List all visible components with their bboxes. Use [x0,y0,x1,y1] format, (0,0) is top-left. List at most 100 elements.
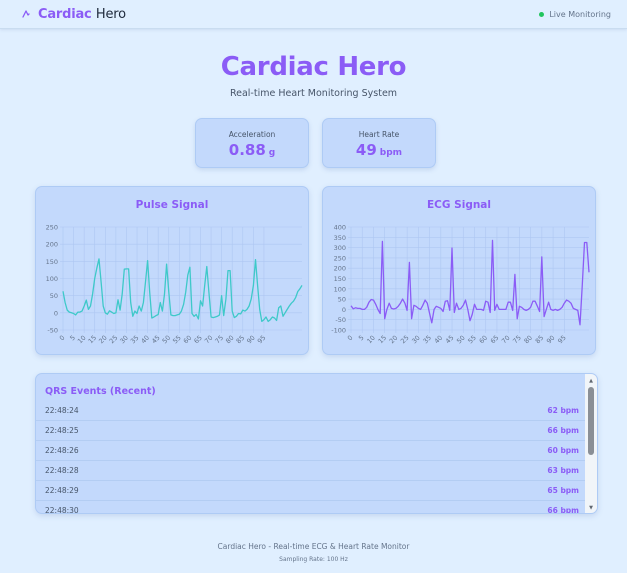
qrs-title: QRS Events (Recent) [45,386,156,397]
svg-text:45: 45 [150,334,162,346]
scroll-down-arrow-icon[interactable]: ▼ [589,505,593,511]
svg-text:0: 0 [342,306,346,314]
svg-text:150: 150 [46,258,58,266]
scroll-thumb[interactable] [588,387,594,455]
svg-text:10: 10 [365,334,377,346]
svg-text:-50: -50 [335,316,346,324]
svg-text:85: 85 [235,334,247,346]
svg-text:20: 20 [388,334,400,346]
status-dot-icon [539,11,545,17]
qrs-event-bpm: 60 bpm [547,446,579,455]
qrs-event-row: 22:48:25 66 bpm [36,421,587,441]
qrs-event-row: 22:48:24 62 bpm [36,401,587,421]
qrs-event-bpm: 65 bpm [547,486,579,495]
svg-text:55: 55 [466,334,478,346]
qrs-event-time: 22:48:30 [45,506,79,514]
svg-text:65: 65 [192,334,204,346]
svg-text:35: 35 [129,334,141,346]
acceleration-value: 0.88 [228,141,266,159]
svg-text:250: 250 [46,224,58,232]
svg-text:80: 80 [224,334,236,346]
qrs-event-row: 22:48:30 66 bpm [36,501,587,514]
footer-text: Cardiac Hero - Real-time ECG & Heart Rat… [217,542,410,551]
qrs-event-row: 22:48:29 65 bpm [36,481,587,501]
svg-text:0: 0 [54,309,58,317]
svg-text:80: 80 [523,334,535,346]
qrs-event-bpm: 63 bpm [547,466,579,475]
qrs-event-bpm: 66 bpm [547,506,579,514]
metric-unit: g [268,148,276,158]
svg-text:40: 40 [433,334,445,346]
live-status: Live Monitoring [539,10,611,19]
svg-text:-50: -50 [47,327,58,335]
svg-text:200: 200 [46,241,58,249]
pulse-chart-card: Pulse Signal 250 200 150 100 50 0 -50 0 5 10 15 20 2… [35,186,309,355]
svg-text:50: 50 [50,292,58,300]
qrs-event-row: 22:48:26 60 bpm [36,441,587,461]
svg-text:300: 300 [334,244,346,252]
acceleration-card: Acceleration 0.88 g [195,118,309,168]
status-label: Live Monitoring [549,9,611,19]
svg-text:0: 0 [346,334,355,343]
svg-text:95: 95 [556,334,568,346]
qrs-list: 22:48:24 62 bpm 22:48:25 66 bpm 22:48:26 60 b… [36,401,587,514]
svg-text:50: 50 [161,334,173,346]
heart-rate-value: 49 [355,141,377,159]
qrs-event-time: 22:48:26 [45,446,79,455]
qrs-event-row: 22:48:28 63 bpm [36,461,587,481]
svg-text:15: 15 [87,334,99,346]
svg-text:15: 15 [377,334,389,346]
metric-value: 0.88 g [196,141,308,159]
svg-text:75: 75 [214,334,226,346]
qrs-event-time: 22:48:28 [45,466,79,475]
svg-text:90: 90 [245,334,257,346]
qrs-event-bpm: 62 bpm [547,406,579,415]
chart-title: Pulse Signal [135,199,209,211]
svg-text:55: 55 [171,334,183,346]
svg-text:30: 30 [118,334,130,346]
svg-text:10: 10 [76,334,88,346]
svg-text:25: 25 [108,334,120,346]
svg-text:45: 45 [444,334,456,346]
svg-text:400: 400 [334,224,346,232]
svg-text:5: 5 [68,334,77,343]
qrs-scrollbar[interactable]: ▲ ▼ [585,374,597,513]
qrs-event-time: 22:48:25 [45,426,79,435]
svg-text:20: 20 [97,334,109,346]
svg-text:70: 70 [500,334,512,346]
svg-text:0: 0 [58,334,67,343]
metric-value: 49 bpm [323,141,435,159]
metric-label: Heart Rate [358,130,400,139]
qrs-event-time: 22:48:24 [45,406,79,415]
svg-text:90: 90 [545,334,557,346]
svg-text:30: 30 [410,334,422,346]
page-title: Cardiac Hero [220,52,407,82]
navbar: Cardiac Hero Live Monitoring [0,0,627,29]
qrs-event-bpm: 66 bpm [547,426,579,435]
svg-text:95: 95 [256,334,268,346]
heart-rate-card: Heart Rate 49 bpm [322,118,436,168]
chart-title: ECG Signal [427,199,491,211]
svg-text:65: 65 [489,334,501,346]
heartbeat-icon [22,10,30,18]
brand-accent: Cardiac [38,6,92,22]
svg-text:350: 350 [334,234,346,242]
brand[interactable]: Cardiac Hero [22,7,126,22]
svg-text:5: 5 [357,334,366,343]
svg-text:60: 60 [182,334,194,346]
chart-line [350,239,590,326]
svg-text:35: 35 [421,334,433,346]
svg-text:-100: -100 [331,327,346,335]
svg-text:100: 100 [46,275,58,283]
svg-text:40: 40 [140,334,152,346]
scroll-up-arrow-icon[interactable]: ▲ [589,378,593,384]
brand-name: Cardiac Hero [38,7,126,22]
footer-sampling-rate: Sampling Rate: 100 Hz [279,556,348,563]
metric-label: Acceleration [228,130,276,139]
qrs-events-panel: QRS Events (Recent) 22:48:24 62 bpm 22:48:… [35,373,598,514]
svg-text:70: 70 [203,334,215,346]
svg-text:25: 25 [399,334,411,346]
